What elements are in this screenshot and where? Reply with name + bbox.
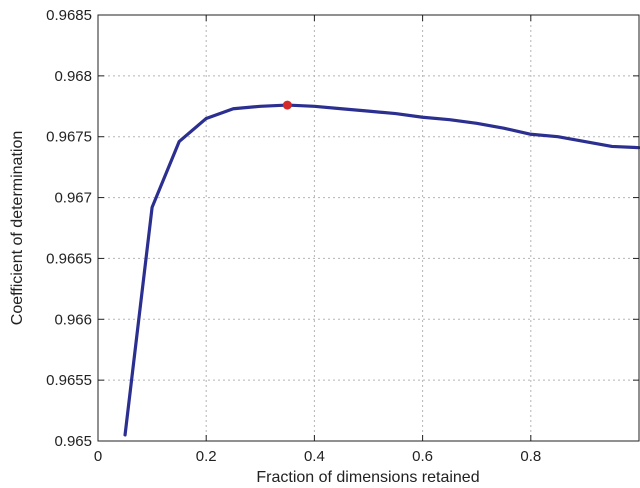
x-tick-label: 0.2 [196, 448, 217, 465]
x-tick-label: 0 [94, 448, 102, 465]
y-tick-label: 0.9685 [46, 7, 92, 24]
y-tick-label: 0.968 [54, 68, 92, 85]
y-tick-label: 0.9655 [46, 372, 92, 389]
x-tick-label: 0.8 [520, 448, 541, 465]
x-tick-label: 0.6 [412, 448, 433, 465]
y-tick-label: 0.9665 [46, 250, 92, 267]
x-tick-label: 0.4 [304, 448, 325, 465]
axis-ticks: 00.20.40.60.810.9650.96550.9660.96650.96… [46, 7, 640, 465]
y-tick-label: 0.967 [54, 190, 92, 207]
plot-frame [97, 14, 640, 442]
y-tick-label: 0.9675 [46, 129, 92, 146]
plot-background [98, 15, 639, 441]
series-line [123, 103, 640, 437]
x-axis-label: Fraction of dimensions retained [256, 469, 479, 486]
series-layer [123, 100, 640, 437]
y-tick-label: 0.965 [54, 433, 92, 450]
y-tick-label: 0.966 [54, 311, 92, 328]
max-point-marker [282, 100, 292, 110]
y-axis-label: Coefficient of determination [9, 131, 26, 325]
grid-lines [98, 15, 639, 441]
